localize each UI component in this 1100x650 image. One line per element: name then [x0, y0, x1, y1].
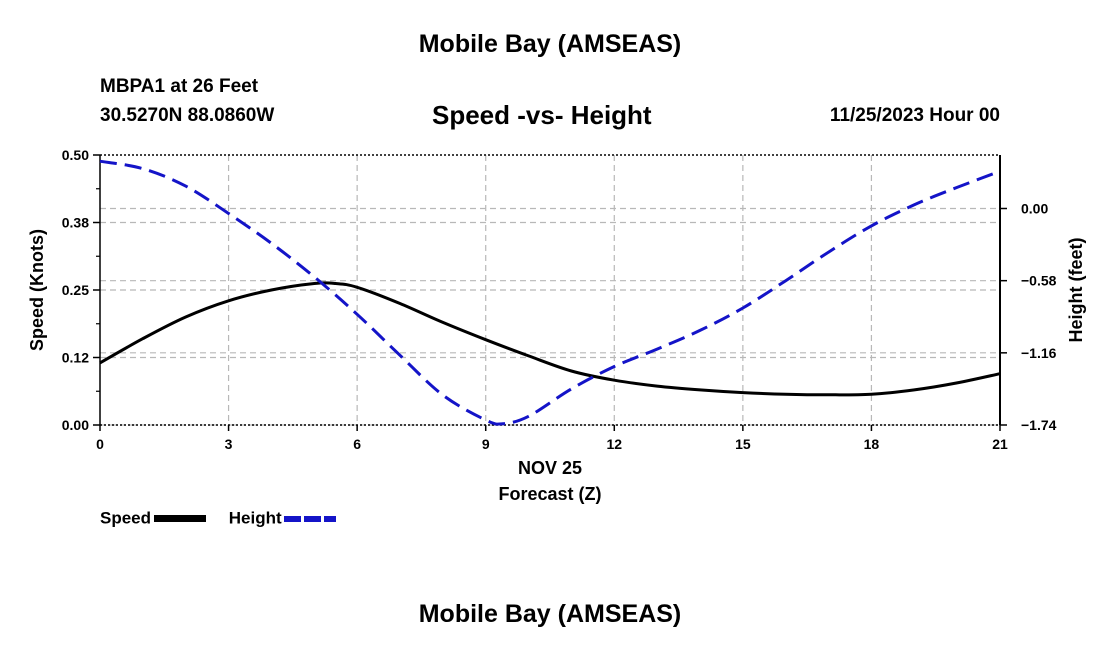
x-axis-date-label: NOV 25: [518, 458, 582, 478]
x-tick-label: 6: [353, 436, 361, 452]
y-tick-label: 0.12: [62, 350, 89, 366]
x-tick-label: 12: [606, 436, 622, 452]
legend-height-label: Height: [228, 508, 282, 528]
legend: Speed Height: [100, 508, 336, 529]
grid-layer: [100, 155, 1000, 426]
station-label: MBPA1 at 26 Feet: [100, 76, 259, 97]
y-tick-label: 0.25: [62, 282, 89, 298]
series-layer: [99, 159, 1001, 426]
coordinates-label: 30.5270N 88.0860W: [100, 105, 275, 126]
legend-speed-label: Speed: [100, 508, 152, 528]
x-tick-label: 0: [96, 436, 104, 452]
x-tick-label: 21: [992, 436, 1008, 452]
main-title: Mobile Bay (AMSEAS): [418, 30, 682, 58]
chart-title: Speed -vs- Height: [432, 100, 652, 130]
y-tick-label: 0.38: [62, 215, 89, 231]
y2-tick-label: −1.16: [1021, 345, 1057, 361]
legend-height-swatch: [283, 515, 336, 522]
speed-series-line: [99, 281, 1001, 397]
y2-tick-label: 0.00: [1021, 201, 1048, 217]
x-tick-label: 9: [482, 436, 490, 452]
x-tick-label: 18: [864, 436, 880, 452]
x-tick-label: 15: [735, 436, 751, 452]
y2-axis-title: Height (feet): [1066, 238, 1086, 343]
ticks-layer: 0 3 6 9 12 15 18 21 0.00 0.12 0.25 0.38 0.50 0.00 −0.5…: [62, 147, 1057, 452]
footer-title: Mobile Bay (AMSEAS): [418, 600, 682, 628]
y2-tick-label: −0.58: [1021, 273, 1057, 289]
height-series-line: [99, 159, 1001, 426]
y2-tick-label: −1.74: [1021, 417, 1057, 433]
forecast-datetime: 11/25/2023 Hour 00: [829, 105, 1000, 126]
x-tick-label: 3: [225, 436, 233, 452]
y-tick-label: 0.50: [62, 147, 89, 163]
y-tick-label: 0.00: [62, 417, 89, 433]
y-axis-title: Speed (Knots): [27, 229, 47, 351]
x-axis-title: Forecast (Z): [498, 484, 601, 504]
legend-speed-swatch: [154, 515, 207, 523]
